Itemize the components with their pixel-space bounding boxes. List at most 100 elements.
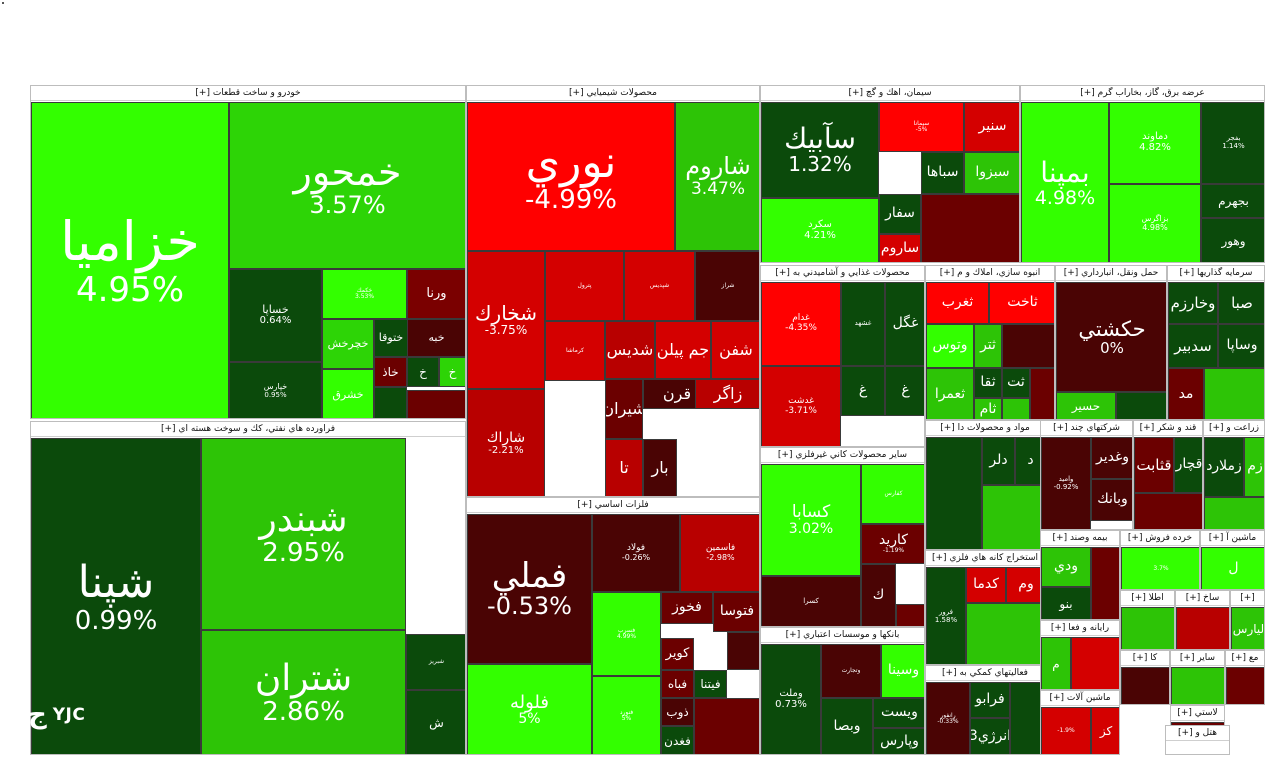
stock-tile-small[interactable]	[926, 437, 982, 549]
sector-title[interactable]: سيمان، اهك و گچ [+]	[761, 86, 1019, 101]
stock-tile[interactable]: فرابو	[970, 682, 1010, 718]
stock-tile[interactable]: وساپا	[1218, 324, 1264, 368]
stock-tile[interactable]: ش	[406, 690, 465, 754]
stock-tile[interactable]: فنورد 5%	[592, 676, 661, 754]
stock-tile[interactable]: خاذ	[374, 357, 407, 387]
stock-tile[interactable]: سآبيك 1.32%	[761, 102, 879, 198]
stock-tile-small[interactable]	[896, 604, 924, 626]
stock-tile[interactable]: كدما	[966, 567, 1006, 603]
stock-tile[interactable]: خپارس 0.95%	[229, 362, 322, 418]
stock-tile[interactable]: دلر	[982, 437, 1015, 485]
stock-tile[interactable]: وملت 0.73%	[761, 644, 821, 754]
stock-tile[interactable]: كفارس	[861, 464, 924, 524]
stock-tile[interactable]: خچرخش	[322, 319, 374, 369]
stock-tile[interactable]: وم	[1006, 567, 1044, 603]
stock-tile[interactable]: قچار	[1174, 437, 1202, 493]
stock-tile[interactable]: خ	[407, 357, 439, 387]
sector-title[interactable]: فراورده هاي نفتي، كك و سوخت هسته اي [+]	[31, 422, 465, 437]
stock-tile-small[interactable]	[1171, 667, 1224, 704]
stock-tile[interactable]: بنو	[1041, 587, 1091, 619]
stock-tile[interactable]: خزاميا 4.95%	[31, 102, 229, 418]
stock-tile[interactable]: بفجر 1.14%	[1201, 102, 1264, 184]
sector-title[interactable]: ماشين آ [+]	[1201, 531, 1264, 546]
stock-tile-small[interactable]	[966, 603, 1044, 664]
stock-tile[interactable]: وهور	[1201, 218, 1264, 262]
stock-tile[interactable]: نوري -4.99%	[467, 102, 675, 251]
stock-tile[interactable]: تا	[605, 439, 643, 496]
stock-tile[interactable]: ختوقا	[374, 319, 408, 357]
stock-tile[interactable]: خساپا 0.64%	[229, 269, 322, 362]
stock-tile[interactable]: غ	[841, 366, 885, 416]
stock-tile[interactable]: شاراك -2.21%	[467, 389, 545, 496]
stock-tile[interactable]: سكرد 4.21%	[761, 198, 879, 262]
stock-tile[interactable]: 3.7%	[1121, 547, 1199, 589]
stock-tile[interactable]: ليارس	[1231, 607, 1264, 649]
stock-tile[interactable]: زملارد	[1204, 437, 1244, 497]
stock-tile[interactable]: وپارس	[873, 728, 924, 754]
stock-tile[interactable]: فملي -0.53%	[467, 514, 592, 664]
stock-tile-small[interactable]	[1176, 607, 1229, 649]
stock-tile[interactable]: ذوب	[661, 698, 694, 726]
stock-tile[interactable]: رانفور -0.33%	[926, 682, 970, 754]
stock-tile[interactable]: ورنا	[407, 269, 465, 319]
stock-tile[interactable]: م	[1041, 637, 1071, 689]
stock-tile[interactable]: جم پيلن	[655, 321, 711, 379]
stock-tile-small[interactable]	[1204, 497, 1264, 529]
stock-tile[interactable]: شديس	[605, 321, 655, 379]
sector-title[interactable]: محصولات شيميايي [+]	[467, 86, 759, 101]
sector-title[interactable]: فعاليتهاي كمكي به [+]	[926, 666, 1044, 681]
stock-tile[interactable]: شراز	[695, 251, 759, 321]
stock-tile[interactable]: ك	[861, 564, 896, 626]
stock-tile[interactable]: صبا	[1218, 282, 1264, 324]
stock-tile[interactable]: -1.9%	[1041, 707, 1091, 754]
sector-title[interactable]: سرمايه گذاريها [+]	[1168, 266, 1264, 281]
stock-tile[interactable]: مد	[1168, 368, 1204, 419]
stock-tile[interactable]: كوير	[661, 638, 694, 670]
stock-tile[interactable]: ويست	[873, 698, 924, 728]
stock-tile[interactable]: پترول	[545, 251, 624, 321]
stock-tile[interactable]: كز	[1091, 707, 1119, 754]
stock-tile[interactable]: ثام	[974, 398, 1002, 419]
stock-tile[interactable]: شيران	[605, 379, 643, 439]
stock-tile[interactable]: وسينا	[881, 644, 924, 698]
stock-tile[interactable]: شخارك -3.75%	[467, 251, 545, 389]
sector-title[interactable]: ساير [+]	[1171, 651, 1224, 666]
stock-tile[interactable]: شبريز	[406, 634, 465, 690]
stock-tile-small[interactable]	[921, 194, 1019, 262]
stock-tile[interactable]: سيمانا -5%	[879, 102, 964, 152]
stock-tile[interactable]: بزاگرس 4.98%	[1109, 184, 1201, 262]
sector-title[interactable]: حمل ونقل، انبارداري [+]	[1056, 266, 1166, 281]
sector-title[interactable]: قند و شكر [+]	[1134, 421, 1202, 436]
sector-title[interactable]: كا [+]	[1121, 651, 1169, 666]
stock-tile[interactable]: ثعمرا	[926, 368, 974, 419]
stock-tile[interactable]: شفن	[711, 321, 759, 379]
sector-title[interactable]: خرده فروش [+]	[1121, 531, 1199, 546]
stock-tile[interactable]: شپنا 0.99%	[31, 438, 201, 754]
stock-tile[interactable]: حسير	[1056, 392, 1116, 419]
stock-tile[interactable]: خكمك 3.53%	[322, 269, 407, 319]
sector-title[interactable]: شركتهاي چند [+]	[1041, 421, 1132, 436]
stock-tile[interactable]: كسرا	[761, 576, 861, 626]
stock-tile[interactable]: دماوند 4.82%	[1109, 102, 1201, 184]
sector-title[interactable]: ساير محصولات كاني غيرفلزي [+]	[761, 448, 924, 463]
stock-tile[interactable]: زم	[1244, 437, 1264, 497]
stock-tile-small[interactable]	[982, 485, 1044, 549]
stock-tile[interactable]: زاگر	[695, 379, 759, 409]
stock-tile-small[interactable]	[1226, 667, 1264, 704]
sector-title[interactable]: فلزات اساسي [+]	[467, 498, 759, 513]
sector-title[interactable]: ماشين آلات [+]	[1041, 691, 1119, 706]
stock-tile-small[interactable]	[694, 698, 759, 754]
stock-tile-small[interactable]	[1204, 368, 1264, 419]
stock-tile[interactable]: فتوسا	[713, 592, 759, 632]
stock-tile[interactable]: خشرق	[322, 369, 374, 418]
stock-tile[interactable]: غ	[885, 366, 924, 416]
stock-tile[interactable]: فرور 1.58%	[926, 567, 966, 664]
stock-tile[interactable]: غدشت -3.71%	[761, 366, 841, 446]
sector-title[interactable]: لاستي [+]	[1171, 706, 1224, 721]
stock-tile[interactable]: فسرب 4.99%	[592, 592, 661, 676]
sector-title[interactable]: خودرو و ساخت قطعات [+]	[31, 86, 465, 101]
stock-tile[interactable]: فغدن	[661, 726, 694, 754]
stock-tile[interactable]: شتران 2.86%	[201, 630, 406, 754]
stock-tile[interactable]: خمحور 3.57%	[229, 102, 465, 269]
stock-tile[interactable]: واميد -0.92%	[1041, 437, 1091, 529]
